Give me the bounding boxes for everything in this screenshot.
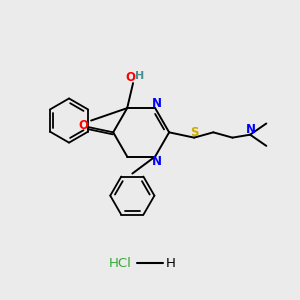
Text: H: H xyxy=(166,257,176,270)
Text: N: N xyxy=(152,97,162,110)
Text: N: N xyxy=(152,155,162,168)
Text: O: O xyxy=(79,119,88,132)
Text: O: O xyxy=(126,71,136,84)
Text: HCl: HCl xyxy=(109,257,132,270)
Text: S: S xyxy=(190,126,199,139)
Text: H: H xyxy=(135,71,145,81)
Text: N: N xyxy=(245,123,255,136)
